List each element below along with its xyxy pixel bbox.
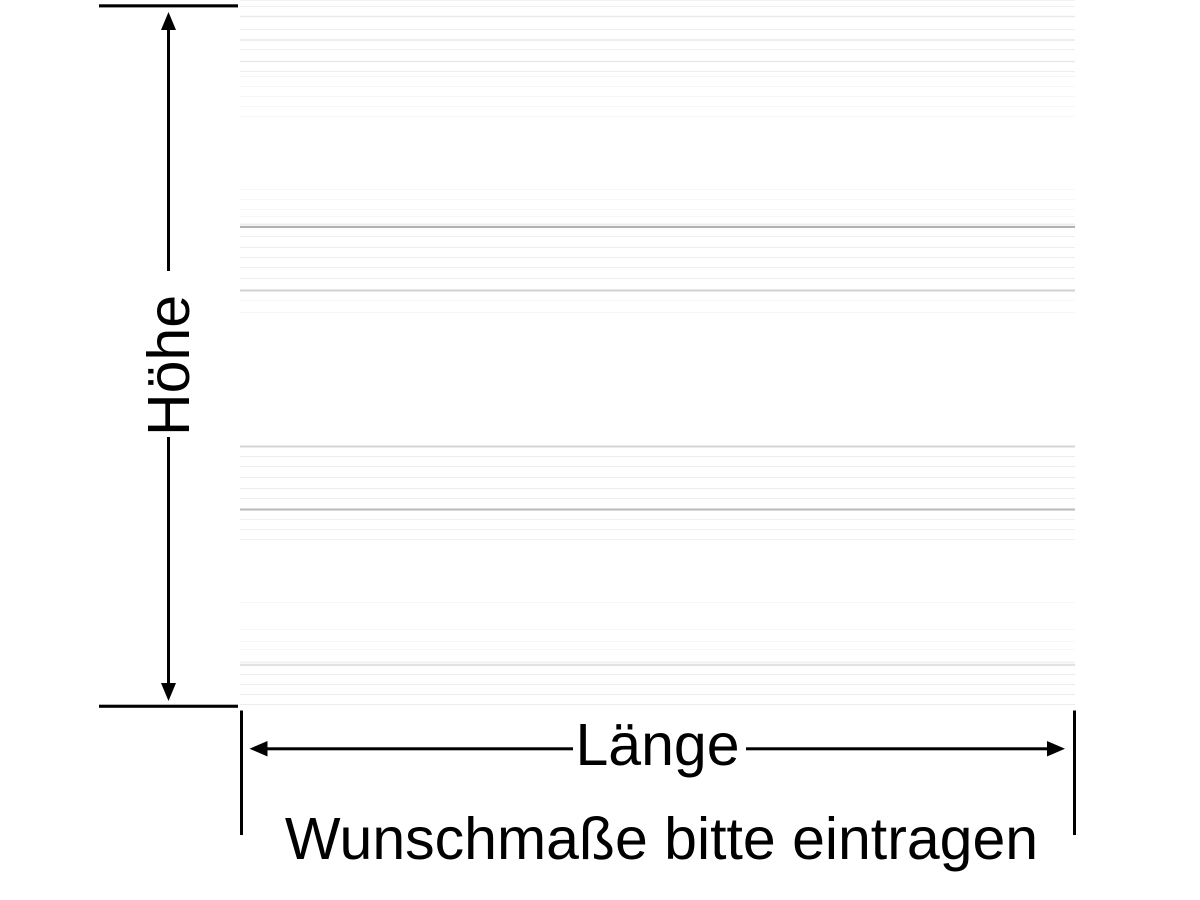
svg-text:Höhe: Höhe	[136, 295, 202, 436]
svg-text:Wunschmaße bitte eintragen: Wunschmaße bitte eintragen	[285, 806, 1038, 872]
svg-text:Länge: Länge	[575, 712, 739, 778]
